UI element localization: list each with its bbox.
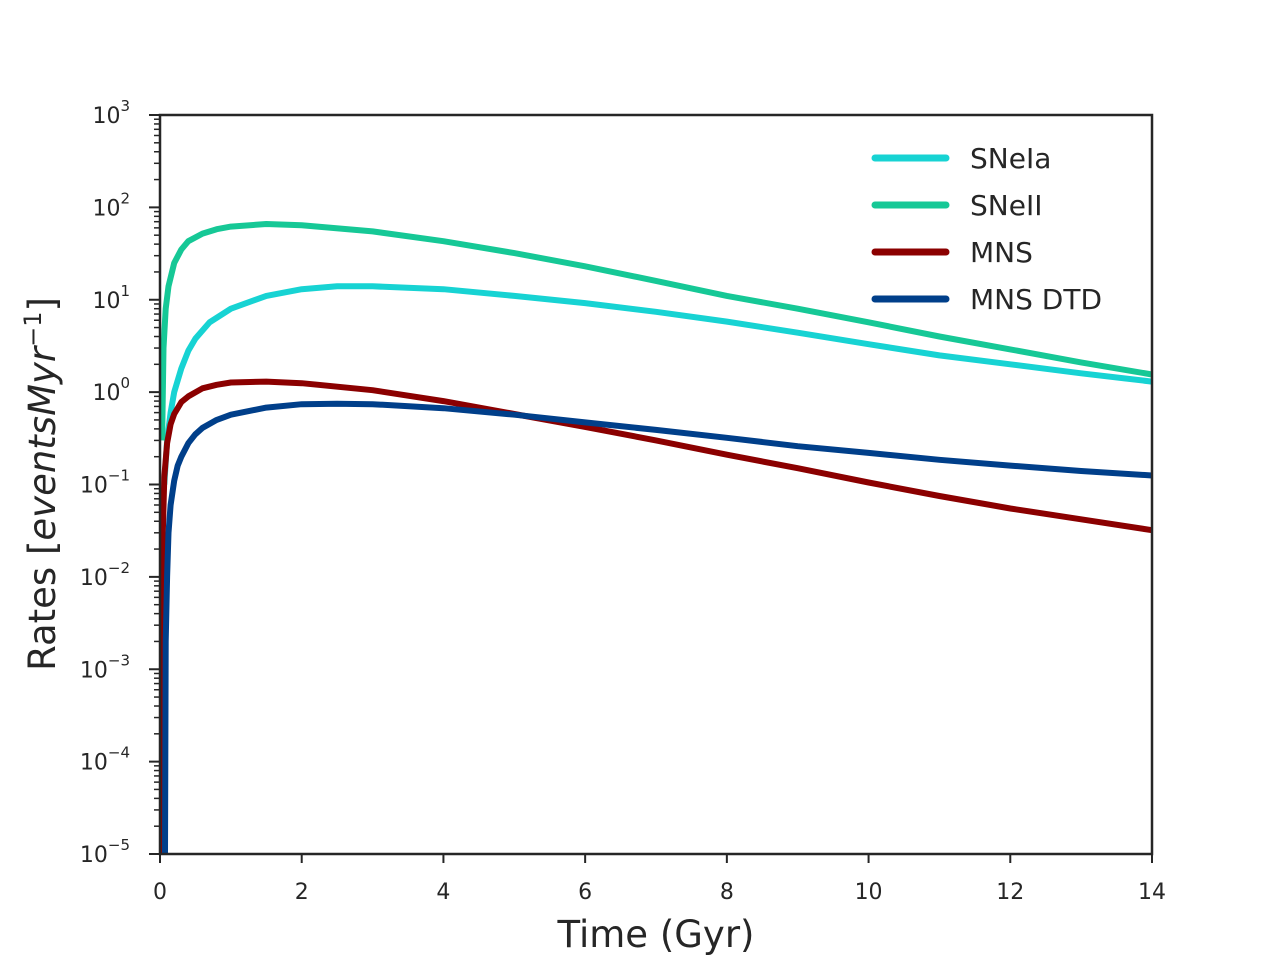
y-tick-base: 10 (80, 751, 108, 776)
x-tick-label: 10 (855, 880, 883, 905)
x-axis-title: Time (Gyr) (557, 913, 755, 956)
y-tick-base: 10 (80, 566, 108, 591)
y-tick-label: 10−5 (80, 836, 130, 868)
series-line-mns (159, 378, 1153, 854)
y-tick-base: 10 (92, 196, 120, 221)
y-tick-exponent: 0 (120, 374, 130, 392)
legend-label-mns-dtd: MNS DTD (970, 283, 1102, 316)
y-tick-exponent: 3 (120, 97, 130, 115)
plot-frame (158, 113, 1154, 856)
y-tick-base: 10 (92, 381, 120, 406)
y-tick-exponent: 2 (120, 189, 130, 207)
y-tick-base: 10 (80, 658, 108, 683)
y-tick-exponent: −1 (108, 467, 130, 485)
y-axis-title-prefix: Rates [ (21, 541, 64, 671)
x-tick-label: 6 (578, 880, 592, 905)
series-line-mns-dtd (162, 400, 1153, 855)
y-tick-label: 10−2 (80, 559, 130, 591)
x-tick-label: 14 (1138, 880, 1166, 905)
y-tick-base: 10 (92, 289, 120, 314)
y-tick-exponent: 1 (120, 282, 130, 300)
legend: SNeIa SNeII MNS MNS DTD (871, 142, 1102, 316)
x-tick-label: 0 (153, 880, 167, 905)
y-tick-label: 10−1 (80, 467, 130, 499)
y-tick-label: 10−4 (80, 744, 130, 776)
legend-label-sneii: SNeII (970, 189, 1042, 222)
y-tick-base: 10 (80, 474, 108, 499)
series-line-sneia (161, 283, 1153, 485)
legend-label-sneia: SNeIa (970, 142, 1051, 175)
y-tick-exponent: −4 (108, 744, 130, 762)
legend-label-mns: MNS (970, 236, 1033, 269)
y-tick-base: 10 (92, 104, 120, 129)
y-tick-label: 103 (92, 97, 130, 129)
y-axis-title-exponent: −1 (19, 312, 47, 347)
x-tick-label: 8 (720, 880, 734, 905)
y-tick-label: 10−3 (80, 651, 130, 683)
y-axis-title-math: eventsMyr (21, 344, 64, 540)
x-tick-label: 2 (295, 880, 309, 905)
y-tick-label: 101 (92, 282, 130, 314)
x-tick-label: 4 (436, 880, 450, 905)
tick-labels: 0 2 4 6 8 10 12 1410−510−410−310−210−1100101102… (80, 97, 1166, 905)
series-lines (159, 221, 1153, 855)
y-tick-exponent: −2 (108, 559, 130, 577)
x-tick-label: 12 (996, 880, 1024, 905)
y-tick-exponent: −3 (108, 651, 130, 669)
y-tick-base: 10 (80, 843, 108, 868)
y-tick-label: 102 (92, 189, 130, 221)
y-axis-title-suffix: ] (21, 297, 64, 311)
y-axis-title: Rates [eventsMyr−1] (19, 297, 64, 671)
series-line-sneii (159, 221, 1153, 441)
y-tick-label: 100 (92, 374, 130, 406)
y-tick-exponent: −5 (108, 836, 130, 854)
